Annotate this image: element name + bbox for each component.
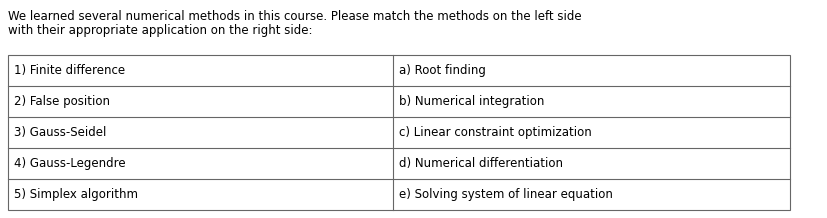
Text: 5) Simplex algorithm: 5) Simplex algorithm: [14, 188, 138, 201]
Text: b) Numerical integration: b) Numerical integration: [399, 95, 543, 108]
Text: We learned several numerical methods in this course. Please match the methods on: We learned several numerical methods in …: [8, 10, 581, 23]
Text: d) Numerical differentiation: d) Numerical differentiation: [399, 157, 562, 170]
Text: e) Solving system of linear equation: e) Solving system of linear equation: [399, 188, 612, 201]
Text: 3) Gauss-Seidel: 3) Gauss-Seidel: [14, 126, 106, 139]
Text: c) Linear constraint optimization: c) Linear constraint optimization: [399, 126, 591, 139]
Text: 2) False position: 2) False position: [14, 95, 110, 108]
Text: 4) Gauss-Legendre: 4) Gauss-Legendre: [14, 157, 126, 170]
Text: with their appropriate application on the right side:: with their appropriate application on th…: [8, 24, 312, 37]
Text: a) Root finding: a) Root finding: [399, 64, 485, 77]
Text: 1) Finite difference: 1) Finite difference: [14, 64, 125, 77]
Bar: [8, 55, 789, 210]
